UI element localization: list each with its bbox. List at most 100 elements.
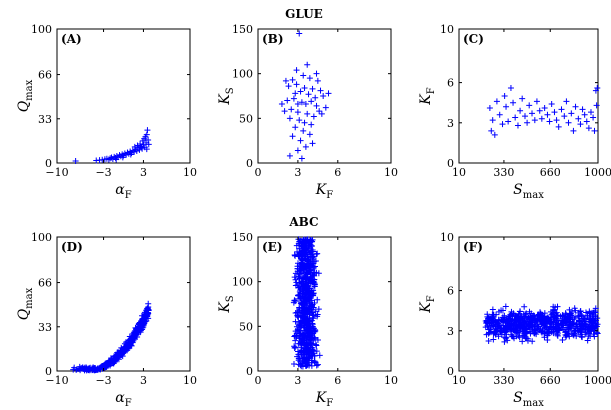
data-point: [120, 349, 127, 356]
data-point: [586, 310, 593, 317]
x-axis-label: KF: [315, 182, 333, 201]
x-tick-label: −10: [45, 374, 68, 387]
data-point: [304, 317, 311, 324]
data-point: [308, 362, 315, 369]
data-point: [492, 319, 499, 326]
data-point: [498, 331, 505, 338]
x-tick-label: 330: [493, 166, 514, 179]
data-point: [130, 329, 137, 336]
panel-f: 10 330 660 1000 0 3 6 10 (F) Smax KF: [418, 231, 611, 409]
data-point: [519, 319, 526, 326]
data-point: [294, 313, 301, 320]
data-point: [572, 314, 579, 321]
data-point: [313, 70, 320, 77]
y-tick-label: 33: [38, 321, 52, 334]
data-point: [308, 238, 315, 245]
data-point: [311, 358, 318, 365]
y-tick-label: 150: [232, 231, 253, 244]
data-point: [292, 310, 299, 317]
data-point: [295, 284, 302, 291]
data-point: [291, 274, 298, 281]
data-point: [554, 321, 561, 328]
data-point: [517, 107, 524, 114]
y-tick-label: 0: [246, 157, 253, 170]
data-point: [285, 83, 292, 90]
data-point: [302, 358, 309, 365]
data-point: [570, 320, 577, 327]
data-point: [278, 101, 285, 108]
y-axis-label: KS: [217, 87, 236, 105]
y-tick-label: 100: [31, 231, 52, 244]
data-point: [583, 118, 590, 125]
y-tick-label: 0: [447, 157, 454, 170]
x-axis-label: αF: [115, 390, 131, 409]
data-point: [292, 276, 299, 283]
data-point: [294, 147, 301, 154]
panel-label: (B): [262, 32, 284, 46]
y-tick-label: 66: [38, 69, 52, 82]
data-point: [294, 101, 301, 108]
data-point: [550, 313, 557, 320]
data-point: [100, 364, 107, 371]
data-point: [577, 323, 584, 330]
data-point: [322, 104, 329, 111]
y-tick-label: 100: [31, 23, 52, 36]
data-point: [298, 360, 305, 367]
data-point: [293, 279, 300, 286]
data-point: [586, 323, 593, 330]
data-point: [565, 119, 572, 126]
data-point: [593, 102, 600, 109]
data-point: [525, 320, 532, 327]
x-tick-label: 3: [140, 166, 147, 179]
data-point: [145, 141, 152, 148]
data-point: [565, 330, 572, 337]
data-point: [314, 77, 321, 84]
data-point: [498, 307, 505, 314]
data-point: [296, 327, 303, 334]
data-point: [576, 318, 583, 325]
data-point: [538, 318, 545, 325]
data-point: [519, 95, 526, 102]
data-point: [591, 127, 598, 134]
data-point: [582, 309, 589, 316]
y-tick-label: 3: [447, 117, 454, 130]
data-point: [500, 317, 507, 324]
data-point: [533, 98, 540, 105]
x-tick-label: 3: [294, 374, 301, 387]
data-point: [314, 313, 321, 320]
y-tick-label: 3: [447, 325, 454, 338]
data-point: [506, 315, 513, 322]
data-point: [133, 147, 140, 154]
data-point: [308, 237, 315, 244]
data-point: [590, 114, 597, 121]
data-point: [295, 253, 302, 260]
data-point: [304, 306, 311, 313]
data-point: [297, 264, 304, 271]
data-point: [300, 238, 307, 245]
data-point: [305, 262, 312, 269]
data-point: [310, 315, 317, 322]
data-point: [567, 323, 574, 330]
data-point: [298, 242, 305, 249]
data-point: [128, 338, 135, 345]
data-point: [72, 157, 79, 164]
data-point: [520, 323, 527, 330]
data-point: [105, 360, 112, 367]
data-point: [527, 313, 534, 320]
data-point: [143, 146, 150, 153]
data-point: [137, 140, 144, 147]
data-point: [519, 332, 526, 339]
data-point: [304, 257, 311, 264]
data-point: [300, 127, 307, 134]
data-point: [566, 306, 573, 313]
data-point: [296, 117, 303, 124]
data-point: [113, 156, 120, 163]
data-point: [553, 117, 560, 124]
data-point: [303, 343, 310, 350]
data-point: [546, 118, 553, 125]
data-point: [144, 310, 151, 317]
data-point: [589, 319, 596, 326]
data-point: [511, 328, 518, 335]
data-point: [298, 299, 305, 306]
x-axis-label: KF: [315, 390, 333, 409]
